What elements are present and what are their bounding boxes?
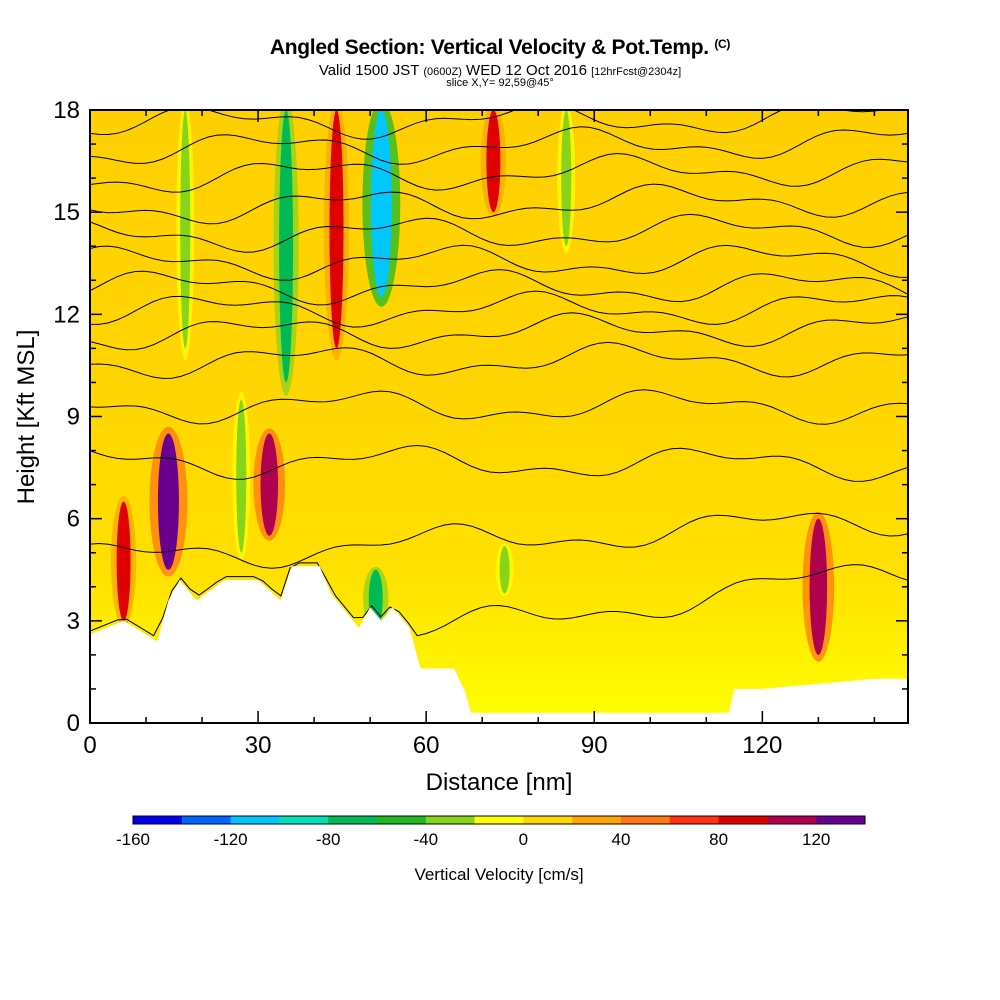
plot-area — [90, 110, 908, 723]
velocity-core — [809, 518, 828, 655]
colorbar-swatch — [133, 816, 183, 824]
colorbar-frame — [132, 815, 866, 825]
isoline-44 — [90, 512, 908, 569]
colorbar: -160 -120 -80 -40 0 40 80 120 — [116, 815, 866, 849]
velocity-core — [329, 110, 344, 349]
x-axis-label: Distance [nm] — [426, 769, 573, 796]
chart-subtitle: Valid 1500 JST (0600Z) WED 12 Oct 2016 [… — [0, 62, 1000, 79]
x-axis: 0 30 60 90 120 — [83, 110, 876, 759]
colorbar-swatch — [523, 816, 573, 824]
colorbar-swatch — [425, 816, 476, 824]
subtitle-date: WED 12 Oct 2016 — [466, 62, 587, 79]
colorbar-swatch — [328, 816, 378, 824]
isoline-50 — [90, 341, 908, 379]
isoline-68 — [90, 110, 886, 140]
colorbar-swatch — [816, 816, 866, 824]
colorbar-swatch — [279, 816, 329, 824]
colorbar-swatch — [572, 816, 622, 824]
colorbar-tick-label: 80 — [709, 830, 728, 849]
colorbar-swatch — [669, 816, 720, 824]
y-tick-label: 9 — [67, 404, 80, 431]
subtitle-utc: (0600Z) — [423, 66, 462, 78]
velocity-core — [561, 110, 572, 247]
chart-slice-label: slice X,Y= 92,59@45° — [446, 77, 554, 89]
colorbar-swatch — [230, 816, 280, 824]
isoline-46 — [90, 444, 908, 482]
isoline-60 — [90, 213, 908, 253]
isoline-58 — [90, 244, 908, 281]
subtitle-valid: Valid 1500 JST — [318, 62, 420, 79]
isoline-66 — [90, 126, 908, 165]
x-tick-label: 0 — [83, 732, 96, 759]
isoline-64 — [90, 152, 908, 193]
isoline-62 — [90, 183, 908, 225]
velocity-core — [279, 110, 294, 383]
isoline-40 — [90, 562, 908, 637]
velocity-core — [499, 545, 510, 594]
x-tick-label: 120 — [742, 732, 782, 759]
colorbar-tick-label: 0 — [519, 830, 528, 849]
y-axis-label: Height [Kft MSL] — [13, 330, 40, 505]
isoline-48 — [90, 389, 908, 425]
x-tick-label: 60 — [413, 732, 440, 759]
colorbar-swatch — [767, 816, 817, 824]
pot-temp-isolines — [90, 110, 908, 637]
colorbar-swatch — [181, 816, 232, 824]
terrain — [90, 566, 908, 723]
isoline-56 — [90, 269, 908, 306]
velocity-core — [486, 110, 501, 213]
colorbar-tick-label: 40 — [612, 830, 631, 849]
colorbar-tick-label: -80 — [316, 830, 341, 849]
isoline-52 — [90, 312, 908, 351]
velocity-core — [236, 399, 247, 553]
chart-title-unit: (C) — [714, 37, 731, 51]
y-axis: 0 3 6 9 12 15 18 — [53, 97, 908, 737]
chart-title-text: Angled Section: Vertical Velocity & Pot.… — [269, 36, 709, 59]
y-tick-label: 0 — [67, 710, 80, 737]
colorbar-label: Vertical Velocity [cm/s] — [414, 865, 583, 884]
chart-title: Angled Section: Vertical Velocity & Pot.… — [0, 36, 1000, 60]
colorbar-swatch — [621, 816, 671, 824]
y-tick-label: 6 — [67, 506, 80, 533]
colorbar-swatch — [718, 816, 768, 824]
colorbar-tick-label: -160 — [116, 830, 150, 849]
colorbar-tick-label: 120 — [802, 830, 830, 849]
colorbar-tick-label: -40 — [414, 830, 439, 849]
velocity-core — [370, 110, 392, 298]
velocity-core — [260, 433, 279, 536]
velocity-core — [157, 433, 179, 570]
y-tick-label: 12 — [53, 301, 80, 328]
isoline-54 — [90, 290, 908, 328]
y-tick-label: 18 — [53, 97, 80, 124]
subtitle-forecast: [12hrFcst@2304z] — [591, 66, 682, 78]
velocity-core — [116, 501, 131, 621]
colorbar-tick-label: -120 — [214, 830, 248, 849]
x-tick-label: 30 — [245, 732, 272, 759]
velocity-core — [180, 110, 191, 349]
colorbar-swatch — [377, 816, 427, 824]
y-tick-label: 15 — [53, 199, 80, 226]
colorbar-swatch — [474, 816, 524, 824]
y-tick-label: 3 — [67, 608, 80, 635]
x-tick-label: 90 — [581, 732, 608, 759]
